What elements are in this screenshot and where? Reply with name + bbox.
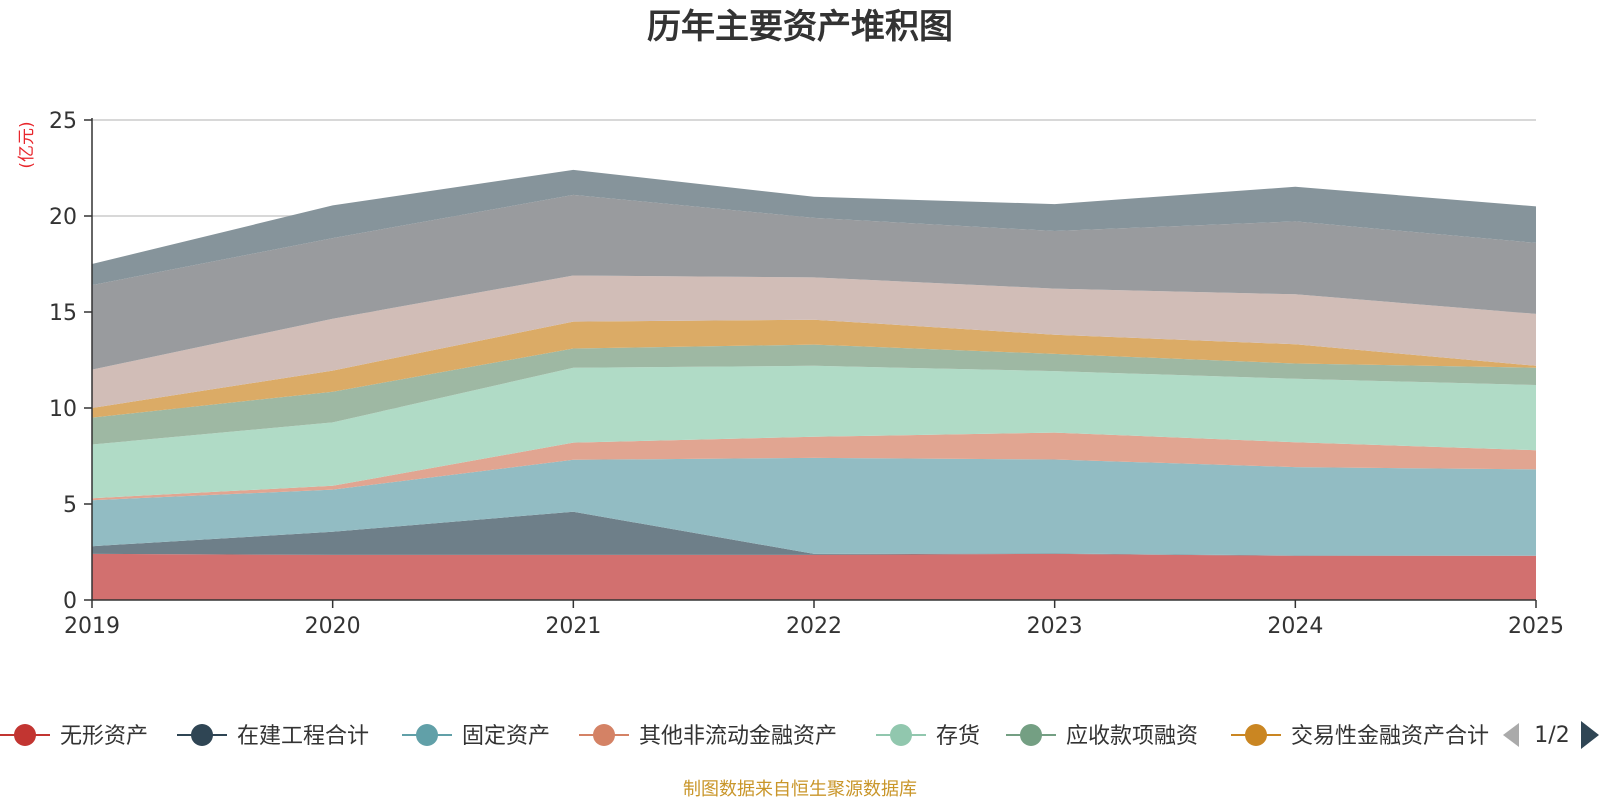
- legend-swatch-marker: [14, 724, 36, 746]
- legend-prev-page-icon[interactable]: [1503, 723, 1519, 747]
- x-tick-label: 2024: [1267, 614, 1323, 639]
- area-series-9: [92, 194, 1536, 370]
- legend-label: 在建工程合计: [237, 724, 369, 749]
- x-tick-label: 2025: [1508, 614, 1564, 639]
- y-tick-label: 20: [49, 205, 77, 230]
- y-tick-label: 15: [49, 301, 77, 326]
- legend-item-4[interactable]: 其他非流动金融资产: [579, 724, 837, 749]
- legend-label: 交易性金融资产合计: [1291, 724, 1489, 749]
- area-series-4: [92, 432, 1536, 501]
- x-tick-label: 2021: [545, 614, 601, 639]
- area-series-group: [92, 169, 1536, 600]
- legend-label: 固定资产: [462, 724, 550, 749]
- legend: 无形资产 在建工程合计 固定资产 其他非流动金融资产 存货 应收款项融资 交易性金融资产合计: [0, 724, 1489, 749]
- area-series-6: [92, 344, 1536, 445]
- legend-item-7[interactable]: 交易性金融资产合计: [1231, 724, 1489, 749]
- chart-title: 历年主要资产堆积图: [647, 7, 953, 47]
- area-series-10: [92, 169, 1536, 286]
- y-tick-label: 0: [63, 589, 77, 614]
- x-tick-label: 2019: [64, 614, 120, 639]
- y-axis-unit-label: (亿元): [17, 121, 37, 168]
- area-series-5: [92, 365, 1536, 499]
- legend-pager: 1/2: [1503, 721, 1599, 749]
- legend-label: 存货: [936, 724, 980, 749]
- legend-item-1[interactable]: 无形资产: [0, 724, 148, 749]
- data-source-note: 制图数据来自恒生聚源数据库: [683, 779, 917, 800]
- area-series-3: [92, 457, 1536, 556]
- y-tick-label: 10: [49, 397, 77, 422]
- area-series-2: [92, 511, 1536, 556]
- area-series-1: [92, 553, 1536, 600]
- legend-next-page-icon[interactable]: [1581, 721, 1599, 749]
- legend-item-6[interactable]: 应收款项融资: [1006, 724, 1198, 749]
- legend-swatch-marker: [1245, 724, 1267, 746]
- legend-label: 无形资产: [60, 724, 148, 749]
- legend-swatch-marker: [593, 724, 615, 746]
- y-tick-label: 25: [49, 109, 77, 134]
- area-series-8: [92, 275, 1536, 408]
- x-tick-label: 2023: [1027, 614, 1083, 639]
- area-series-7: [92, 319, 1536, 418]
- legend-item-3[interactable]: 固定资产: [402, 724, 550, 749]
- legend-label: 其他非流动金融资产: [639, 724, 837, 749]
- legend-swatch-marker: [1020, 724, 1042, 746]
- x-tick-label: 2020: [305, 614, 361, 639]
- legend-item-5[interactable]: 存货: [876, 724, 980, 749]
- legend-swatch-marker: [890, 724, 912, 746]
- legend-swatch-marker: [191, 724, 213, 746]
- legend-label: 应收款项融资: [1066, 724, 1198, 749]
- legend-item-2[interactable]: 在建工程合计: [177, 724, 369, 749]
- legend-page-indicator: 1/2: [1534, 723, 1569, 748]
- legend-swatch-marker: [416, 724, 438, 746]
- y-tick-label: 5: [63, 493, 77, 518]
- x-tick-label: 2022: [786, 614, 842, 639]
